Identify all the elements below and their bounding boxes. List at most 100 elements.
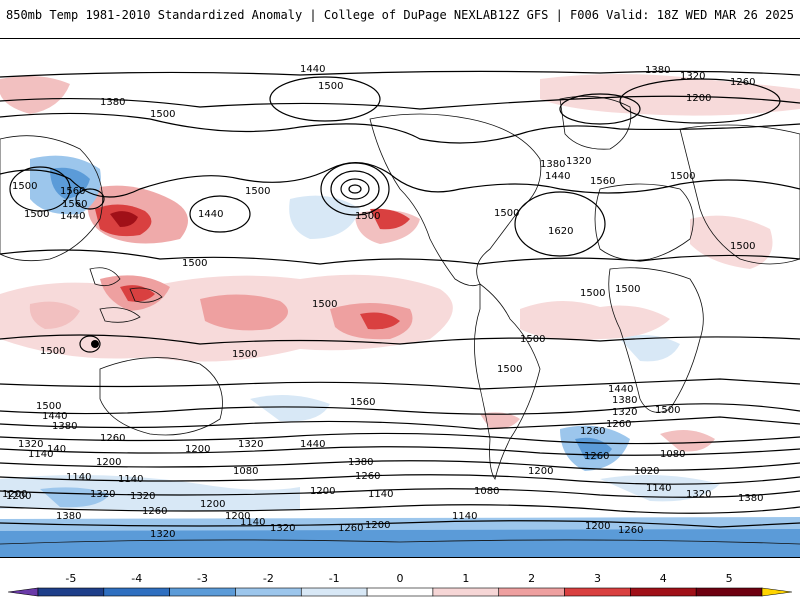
contour-label: 1500 bbox=[150, 109, 175, 120]
contour-label: 1500 bbox=[12, 181, 37, 192]
contour-label: 1140 bbox=[28, 449, 53, 460]
contour-label: 1380 bbox=[348, 457, 373, 468]
contour-label: 1440 bbox=[42, 411, 67, 422]
contour-label: 1320 bbox=[150, 529, 175, 540]
contour-label: 1380 bbox=[540, 159, 565, 170]
contour-label: 1500 bbox=[24, 209, 49, 220]
contour-label: 1200 bbox=[585, 521, 610, 532]
contour-label: 1560 bbox=[62, 199, 87, 210]
contour-label: 1140 bbox=[66, 472, 91, 483]
contour-label: 1320 bbox=[270, 523, 295, 534]
contour-label: 1080 bbox=[660, 449, 685, 460]
contour-label: 1500 bbox=[520, 334, 545, 345]
contour-label: 1080 bbox=[474, 486, 499, 497]
contour-label: 1440 bbox=[608, 384, 633, 395]
contour-label: 1500 bbox=[36, 401, 61, 412]
colorbar-tick-label: 3 bbox=[594, 572, 601, 585]
contour-label: 1260 bbox=[606, 419, 631, 430]
cold-anomaly-layer bbox=[0, 155, 800, 557]
anomaly-map[interactable]: 1440 1500 1380 1320 1260 1200 1380 1500 … bbox=[0, 38, 800, 558]
colorbar-segment bbox=[695, 587, 763, 597]
contour-label: 1140 bbox=[452, 511, 477, 522]
anomaly-colorbar: -5 -4 -3 -2 -1 0 1 2 3 4 5 bbox=[8, 566, 792, 600]
contour-label: 1140 bbox=[368, 489, 393, 500]
contour-label: 1500 bbox=[730, 241, 755, 252]
contour-label: 1320 bbox=[566, 156, 591, 167]
colorbar-segment bbox=[37, 587, 105, 597]
contour-label: 1440 bbox=[198, 209, 223, 220]
contour-label: 1380 bbox=[645, 65, 670, 76]
colorbar-tick-label: -1 bbox=[329, 572, 340, 585]
contour-label: 1140 bbox=[240, 517, 265, 528]
contour-label: 1320 bbox=[130, 491, 155, 502]
contour-label: 1380 bbox=[100, 97, 125, 108]
colorbar-segment bbox=[103, 587, 170, 597]
colorbar-segment bbox=[564, 587, 631, 597]
model-run-info: 12Z GFS | F006 Valid: 18Z WED MAR 26 202… bbox=[497, 8, 794, 22]
colorbar-canvas: -5 -4 -3 -2 -1 0 1 2 3 4 5 bbox=[8, 572, 792, 597]
contour-label: 1200 bbox=[365, 520, 390, 531]
contour-label: 1320 bbox=[612, 407, 637, 418]
contour-label: 1020 bbox=[634, 466, 659, 477]
colorbar-tick-label: -2 bbox=[263, 572, 274, 585]
contour-label: 1200 bbox=[310, 486, 335, 497]
colorbar-segment bbox=[300, 587, 368, 597]
contour-label: 1500 bbox=[580, 288, 605, 299]
contour-label: 1440 bbox=[60, 211, 85, 222]
colorbar-segment bbox=[498, 587, 565, 597]
contour-label: 1500 bbox=[655, 405, 680, 416]
contour-label: 1560 bbox=[590, 176, 615, 187]
contour-label: 1200 bbox=[2, 489, 27, 500]
colorbar-max-arrow bbox=[761, 587, 792, 597]
contour-label: 1260 bbox=[338, 523, 363, 534]
contour-label: 1500 bbox=[182, 258, 207, 269]
colorbar-segment bbox=[169, 587, 236, 597]
contour-label: 1500 bbox=[355, 211, 380, 222]
contour-label: 1380 bbox=[612, 395, 637, 406]
contour-label: 1260 bbox=[355, 471, 380, 482]
contour-label: 1200 bbox=[225, 511, 250, 522]
colorbar-min-arrow bbox=[8, 587, 39, 597]
contour-label: 1440 bbox=[300, 64, 325, 75]
colorbar-tick-label: 2 bbox=[528, 572, 535, 585]
contour-label: 1500 bbox=[232, 349, 257, 360]
contour-label: 1200 bbox=[96, 457, 121, 468]
map-canvas: 1440 1500 1380 1320 1260 1200 1380 1500 … bbox=[0, 39, 800, 557]
colorbar-segment bbox=[432, 587, 500, 597]
contour-label: 1500 bbox=[245, 186, 270, 197]
contour-label: 1500 bbox=[312, 299, 337, 310]
contour-label: 1200 bbox=[686, 93, 711, 104]
height-contour-layer bbox=[0, 70, 800, 528]
contour-label: 1200 bbox=[200, 499, 225, 510]
contour-label: 1500 bbox=[497, 364, 522, 375]
contour-label: 1080 bbox=[233, 466, 258, 477]
colorbar-tick-label: 4 bbox=[660, 572, 667, 585]
contour-label: 1500 bbox=[494, 208, 519, 219]
contour-label: 1260 bbox=[584, 451, 609, 462]
contour-label: 1320 bbox=[238, 439, 263, 450]
contour-label: 1500 bbox=[615, 284, 640, 295]
contour-label: 1320 bbox=[18, 439, 43, 450]
contour-label: 1260 bbox=[618, 525, 643, 536]
contour-label: 1200 bbox=[185, 444, 210, 455]
contour-label: 1200 bbox=[528, 466, 553, 477]
colorbar-tick-label: 5 bbox=[726, 572, 733, 585]
contour-label: 1560 bbox=[60, 186, 85, 197]
colorbar-segment bbox=[235, 587, 302, 597]
contour-label: 1200 bbox=[6, 491, 31, 502]
contour-label: 1380 bbox=[56, 511, 81, 522]
contour-label: 1440 bbox=[300, 439, 325, 450]
contour-label: 1260 bbox=[100, 433, 125, 444]
contour-label: 1500 bbox=[40, 346, 65, 357]
colorbar-segment bbox=[366, 587, 434, 597]
contour-label: 1140 bbox=[118, 474, 143, 485]
contour-label: 1320 bbox=[90, 489, 115, 500]
low-center-marker bbox=[91, 340, 99, 348]
contour-label: 140 bbox=[47, 444, 66, 455]
contour-label: 1380 bbox=[738, 493, 763, 504]
contour-label: 1440 bbox=[545, 171, 570, 182]
colorbar-tick-label: 1 bbox=[462, 572, 469, 585]
contour-label: 1500 bbox=[318, 81, 343, 92]
contour-label: 1320 bbox=[686, 489, 711, 500]
colorbar-tick-label: -4 bbox=[131, 572, 142, 585]
